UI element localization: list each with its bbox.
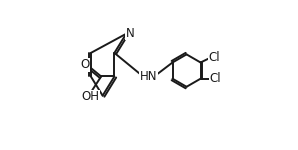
Text: HN: HN xyxy=(140,70,157,83)
Text: O: O xyxy=(80,58,89,71)
Text: Cl: Cl xyxy=(208,51,220,64)
Text: OH: OH xyxy=(81,90,99,103)
Text: N: N xyxy=(126,27,135,40)
Text: Cl: Cl xyxy=(209,72,221,85)
